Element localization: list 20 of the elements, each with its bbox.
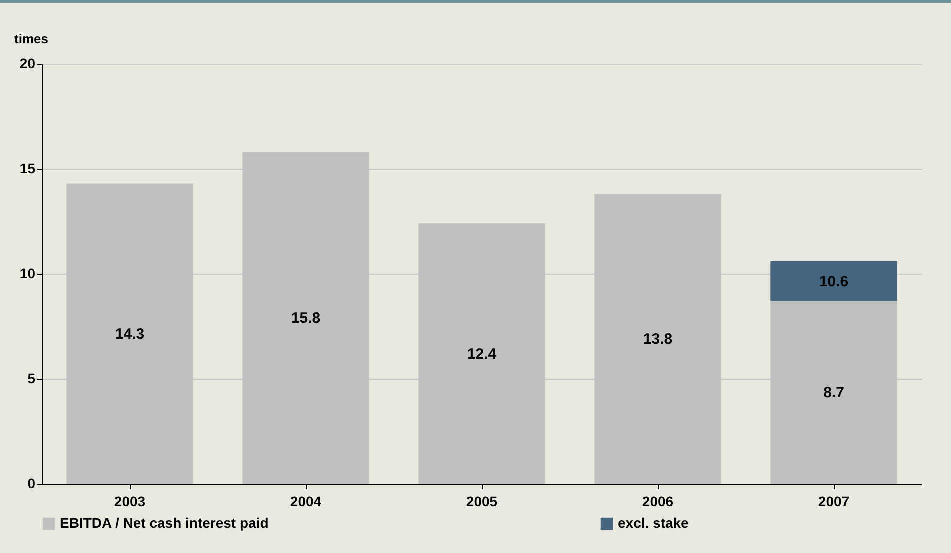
y-tick-label: 0: [28, 476, 36, 492]
y-tick-label: 10: [20, 266, 36, 282]
x-tick-label: 2004: [290, 494, 322, 510]
y-tick-label: 15: [20, 160, 36, 176]
total-label: 10.6: [819, 273, 849, 290]
y-tick-label: 5: [28, 370, 36, 386]
legend-label: EBITDA / Net cash interest paid: [60, 515, 269, 531]
data-label: 12.4: [467, 346, 498, 363]
x-tick-label: 2007: [818, 494, 850, 510]
data-label: 15.8: [291, 310, 321, 328]
legend-label: excl. stake: [618, 515, 690, 531]
x-tick-label: 2006: [642, 494, 674, 510]
data-label: 8.7: [824, 384, 844, 402]
data-label: 14.3: [115, 326, 145, 343]
y-tick-label: 20: [20, 56, 36, 72]
bar: [770, 261, 898, 302]
y-axis-title: times: [14, 32, 48, 46]
data-label: 13.8: [643, 331, 673, 348]
x-tick-label: 2005: [466, 494, 498, 510]
x-tick-label: 2003: [114, 494, 146, 510]
